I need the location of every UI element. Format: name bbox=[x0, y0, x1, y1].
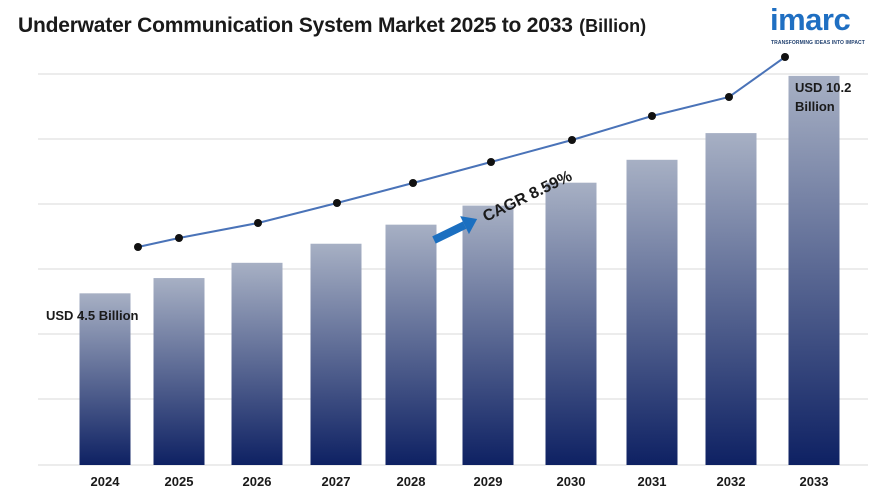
bar-2031 bbox=[626, 159, 678, 466]
bar-2029 bbox=[462, 205, 514, 465]
x-tick-label-2025: 2025 bbox=[165, 474, 194, 489]
logo-wordmark: imarc bbox=[770, 2, 851, 37]
x-tick-label-2032: 2032 bbox=[717, 474, 746, 489]
trend-point-2026 bbox=[254, 219, 262, 227]
title-text: Underwater Communication System Market 2… bbox=[18, 14, 573, 37]
imarc-logo: imarc TRANSFORMING IDEAS INTO IMPACT bbox=[770, 2, 870, 48]
cagr-arrow-head bbox=[460, 216, 478, 235]
trend-point-2028 bbox=[409, 179, 417, 187]
x-tick-label-2029: 2029 bbox=[474, 474, 503, 489]
end-value-label-line1: USD 10.2 bbox=[795, 80, 851, 95]
x-tick-label-2031: 2031 bbox=[638, 474, 667, 489]
title-unit: (Billion) bbox=[579, 16, 647, 36]
bar-2030 bbox=[545, 182, 597, 465]
end-value-label-line2: Billion bbox=[795, 99, 835, 114]
start-value-label: USD 4.5 Billion bbox=[46, 308, 139, 323]
bar-2033 bbox=[788, 75, 840, 466]
trend-point-2027 bbox=[333, 199, 341, 207]
bar-2024 bbox=[79, 293, 131, 465]
trend-point-2024 bbox=[134, 243, 142, 251]
trend-point-2030 bbox=[568, 136, 576, 144]
trend-point-2031 bbox=[648, 112, 656, 120]
x-axis-labels: 2024 2025 2026 2027 2028 2029 2030 2031 2032 2033 bbox=[91, 474, 829, 489]
trend-point-2029 bbox=[487, 158, 495, 166]
trend-point-2033 bbox=[781, 53, 789, 61]
trend-line-path bbox=[137, 56, 786, 248]
x-tick-label-2027: 2027 bbox=[322, 474, 351, 489]
bar-2026 bbox=[231, 262, 283, 465]
bar-2025 bbox=[153, 278, 205, 465]
x-tick-label-2033: 2033 bbox=[800, 474, 829, 489]
trend-point-2032 bbox=[725, 93, 733, 101]
chart-title: Underwater Communication System Market 2… bbox=[18, 14, 646, 38]
trend-line bbox=[134, 53, 789, 251]
x-tick-label-2026: 2026 bbox=[243, 474, 272, 489]
bar-2027 bbox=[310, 243, 362, 465]
x-tick-label-2024: 2024 bbox=[91, 474, 121, 489]
x-tick-label-2028: 2028 bbox=[397, 474, 426, 489]
cagr-arrow-icon bbox=[432, 216, 478, 244]
logo-tagline: TRANSFORMING IDEAS INTO IMPACT bbox=[771, 40, 865, 46]
x-tick-label-2030: 2030 bbox=[557, 474, 586, 489]
bar-2032 bbox=[705, 133, 757, 465]
trend-point-2025 bbox=[175, 234, 183, 242]
cagr-arrow-shaft bbox=[432, 221, 467, 244]
bars bbox=[79, 75, 840, 466]
bar-2028 bbox=[385, 224, 437, 465]
